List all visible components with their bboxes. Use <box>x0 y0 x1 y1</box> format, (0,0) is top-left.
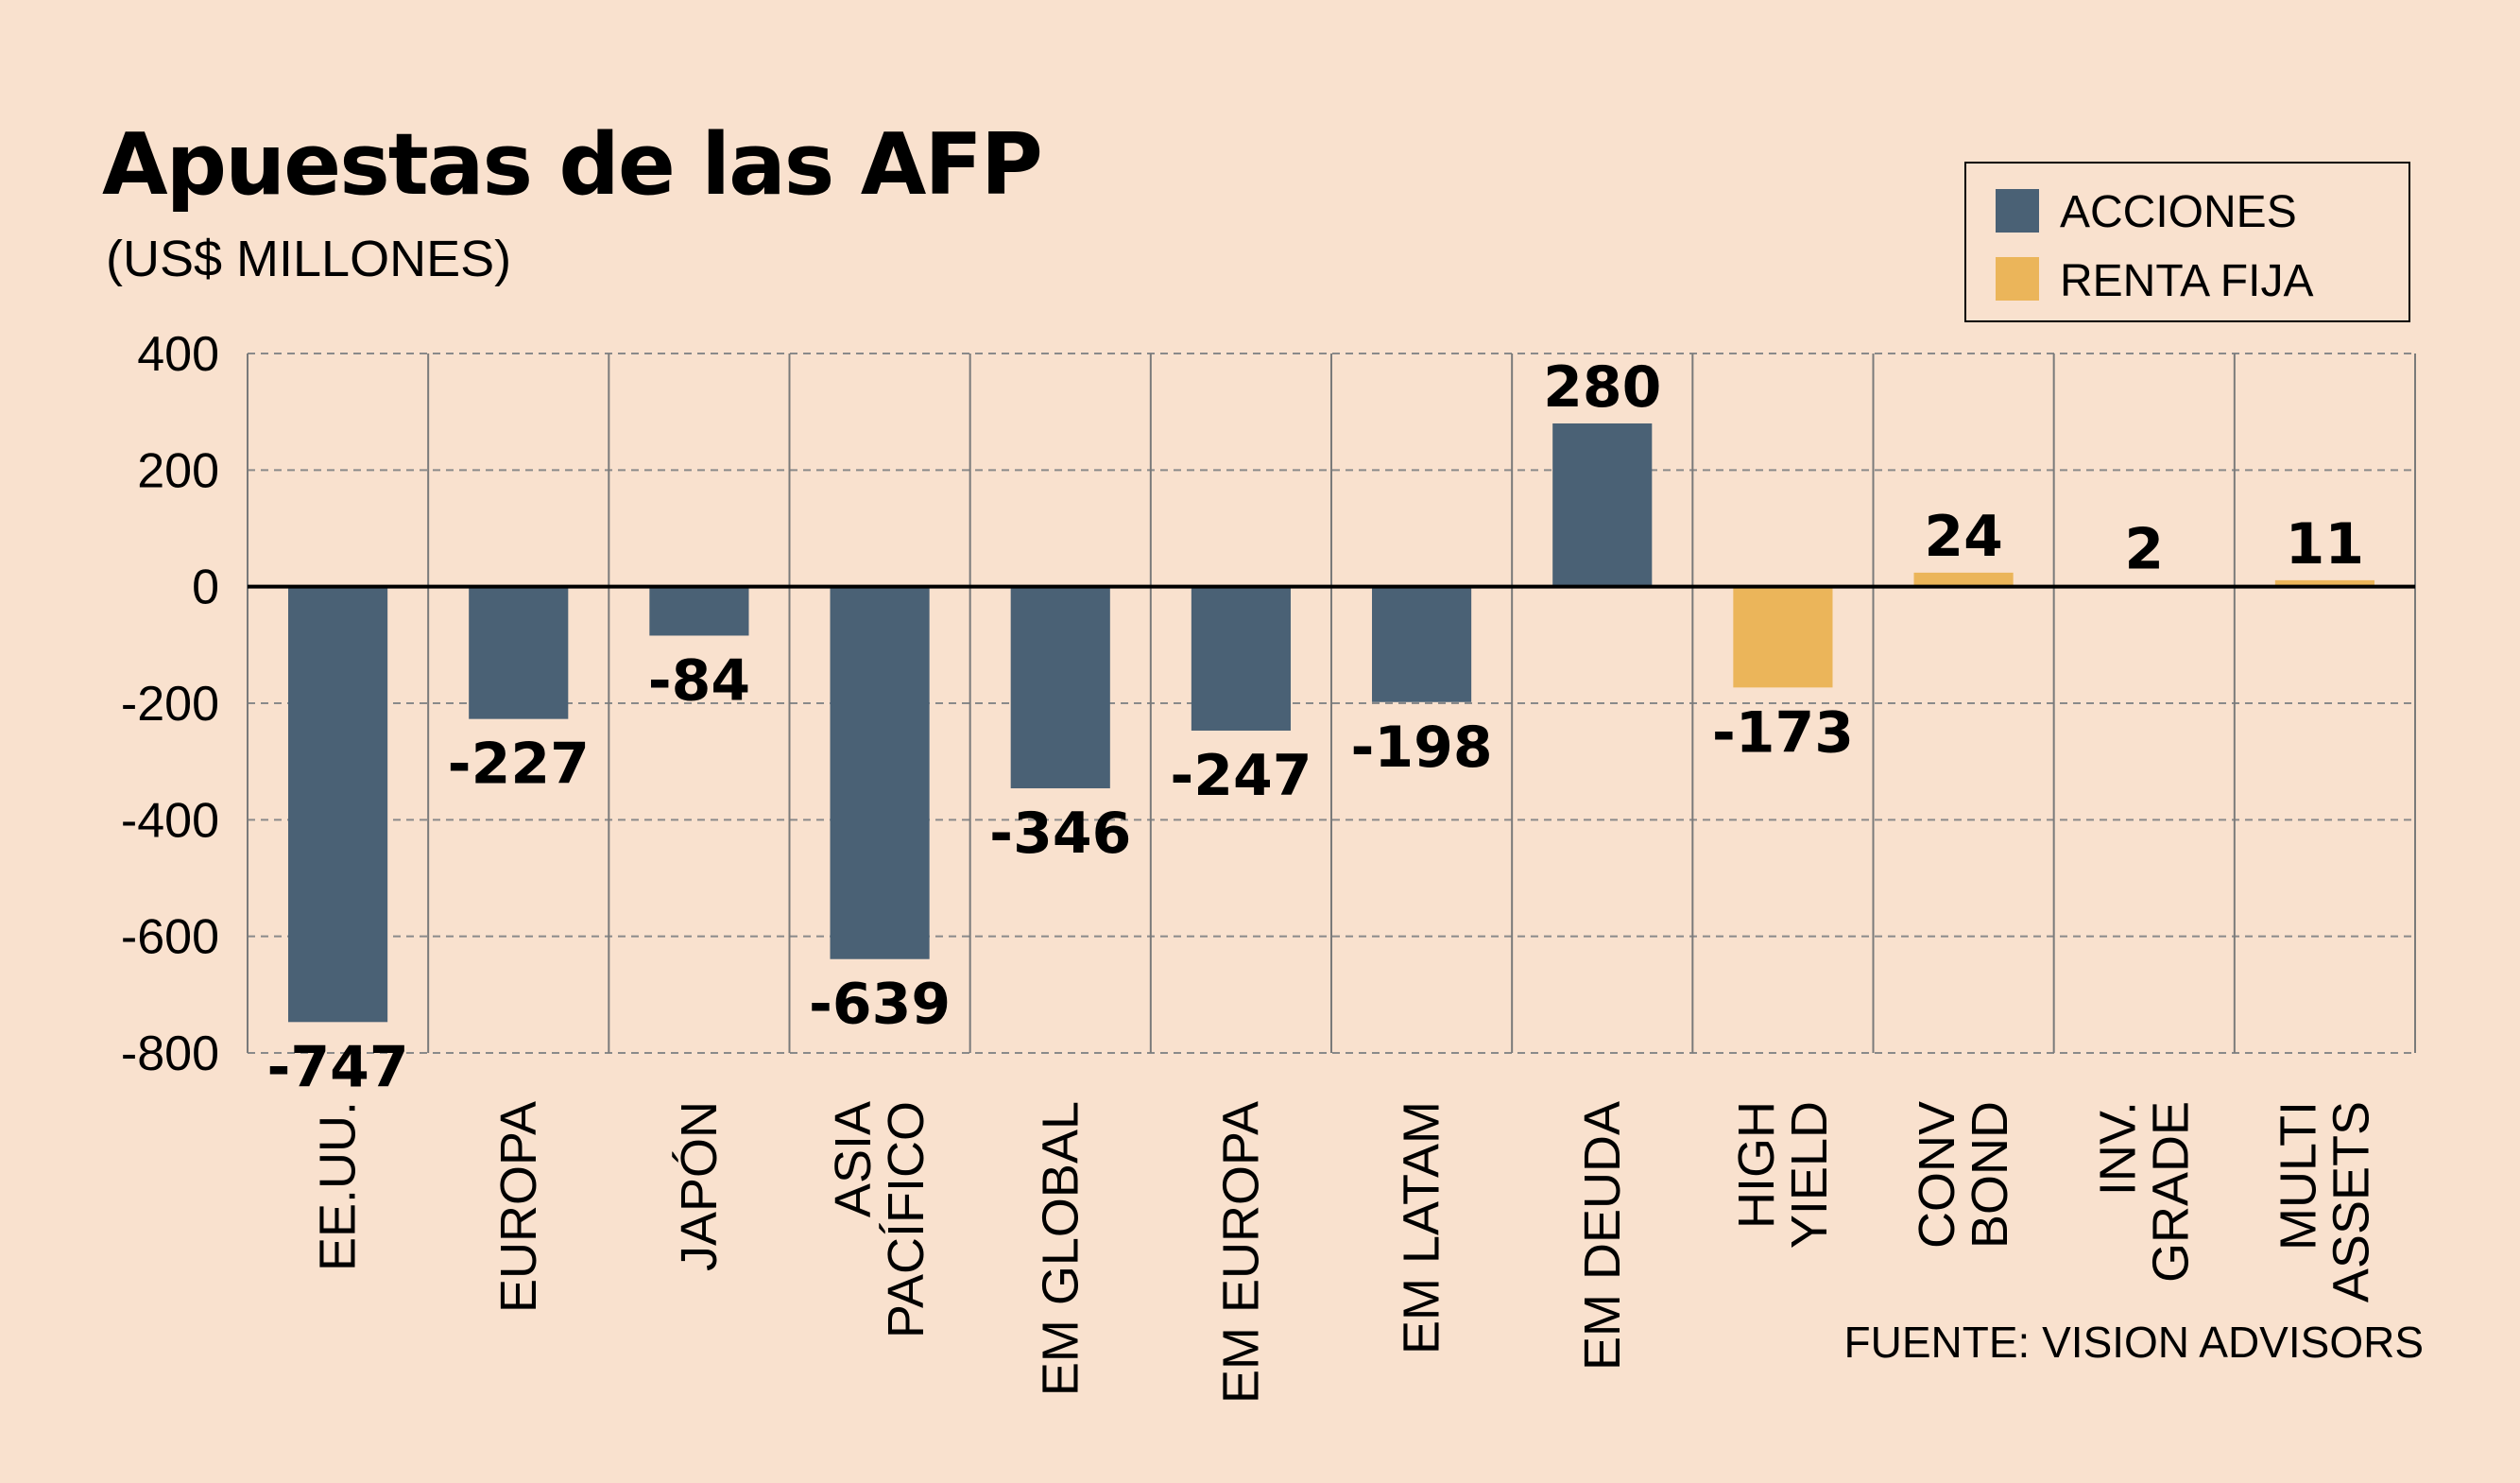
y-tick-label-5: -600 <box>121 910 219 965</box>
bar-6 <box>1372 586 1472 702</box>
legend-box <box>1964 162 2410 322</box>
value-labels: -747 -227 -84 -639 -346 -247 -198 280 -173 24 2 11 <box>267 354 2365 1100</box>
y-tick-label-6: -800 <box>121 1026 219 1081</box>
legend-label-renta-fija: RENTA FIJA <box>2060 256 2313 306</box>
value-label-7: 280 <box>1543 354 1661 421</box>
y-tick-label-3: -200 <box>121 677 219 732</box>
y-tick-label-0: 400 <box>137 327 219 382</box>
bar-4 <box>1010 586 1110 789</box>
category-label-8-0: HIGH <box>1728 1101 1785 1229</box>
category-label-11-1: ASSETS <box>2323 1101 2379 1302</box>
source-note: FUENTE: VISION ADVISORS <box>1844 1318 2424 1367</box>
category-label-2-0: JAPÓN <box>671 1101 728 1271</box>
category-label-3-1: PACÍFICO <box>878 1101 934 1338</box>
value-label-9: 24 <box>1924 504 2003 570</box>
legend: ACCIONES RENTA FIJA <box>1964 162 2410 322</box>
bar-7 <box>1552 423 1653 587</box>
y-tick-label-1: 200 <box>137 443 219 498</box>
category-label-9-0: CONV <box>1909 1101 1965 1249</box>
category-label-9-1: BOND <box>1962 1101 2018 1249</box>
value-label-5: -247 <box>1170 743 1311 809</box>
category-label-5-0: EM EUROPA <box>1212 1101 1269 1404</box>
value-label-0: -747 <box>267 1034 409 1100</box>
chart-title: Apuestas de las AFP <box>102 115 1041 215</box>
grid <box>247 353 2416 1054</box>
category-label-0-0: EE.UU. <box>310 1101 367 1271</box>
legend-swatch-acciones <box>1996 189 2039 233</box>
value-label-8: -173 <box>1712 699 1854 766</box>
y-tick-label-4: -400 <box>121 793 219 848</box>
value-label-1: -227 <box>448 732 590 798</box>
category-label-10-0: INV. <box>2089 1101 2146 1196</box>
category-label-1-0: EUROPA <box>490 1101 547 1313</box>
value-label-2: -84 <box>648 647 750 714</box>
bar-2 <box>649 586 749 636</box>
category-label-8-1: YIELD <box>1781 1101 1838 1249</box>
bar-11 <box>2274 579 2374 587</box>
category-label-3-0: ASIA <box>825 1101 882 1217</box>
bar-1 <box>469 586 569 719</box>
bar-3 <box>830 586 930 959</box>
category-label-7-0: EM DEUDA <box>1574 1101 1631 1371</box>
y-axis-ticks: 400 200 0 -200 -400 -600 -800 <box>121 327 219 1081</box>
value-label-4: -346 <box>989 801 1131 867</box>
category-label-4-0: EM GLOBAL <box>1032 1101 1089 1396</box>
value-label-11: 11 <box>2286 511 2365 578</box>
category-label-10-1: GRADE <box>2142 1101 2199 1283</box>
bar-5 <box>1191 586 1291 731</box>
bars <box>248 423 2415 1023</box>
legend-swatch-renta-fija <box>1996 257 2039 301</box>
bar-9 <box>1913 572 2014 587</box>
bar-8 <box>1733 586 1833 688</box>
category-label-6-0: EM LATAM <box>1394 1101 1450 1354</box>
legend-label-acciones: ACCIONES <box>2060 187 2297 237</box>
category-label-11-0: MULTI <box>2270 1101 2326 1250</box>
value-label-3: -639 <box>809 972 951 1038</box>
value-label-6: -198 <box>1351 715 1493 781</box>
value-label-10: 2 <box>2124 516 2164 582</box>
bar-0 <box>288 586 388 1023</box>
y-tick-label-2: 0 <box>192 560 219 615</box>
chart-subtitle: (US$ MILLONES) <box>106 231 511 287</box>
